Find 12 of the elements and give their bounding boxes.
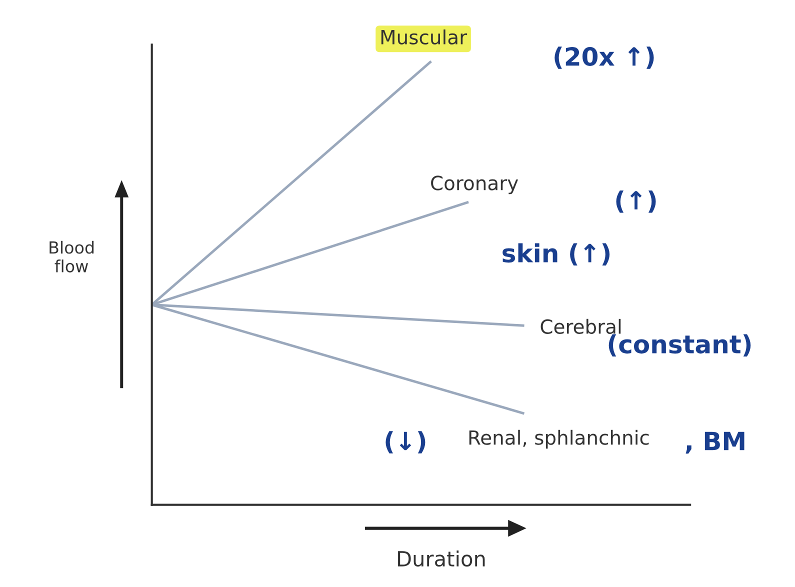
text: (20x ↑) (554, 46, 654, 69)
series-label: Cerebral (540, 318, 621, 334)
text: (constant) (608, 334, 751, 357)
series-label: Renal, sphlanchnic (469, 430, 649, 449)
text: (↑) (616, 190, 656, 213)
annotation: (↓) (386, 431, 426, 454)
series-label: Muscular (381, 29, 468, 45)
series-label: Coronary (431, 176, 518, 194)
annotation: skin (↑) (502, 243, 610, 266)
x-axis-title: Duration (398, 550, 485, 567)
y-axis-title: Blood flow (50, 240, 94, 272)
text: , BM (686, 432, 744, 454)
